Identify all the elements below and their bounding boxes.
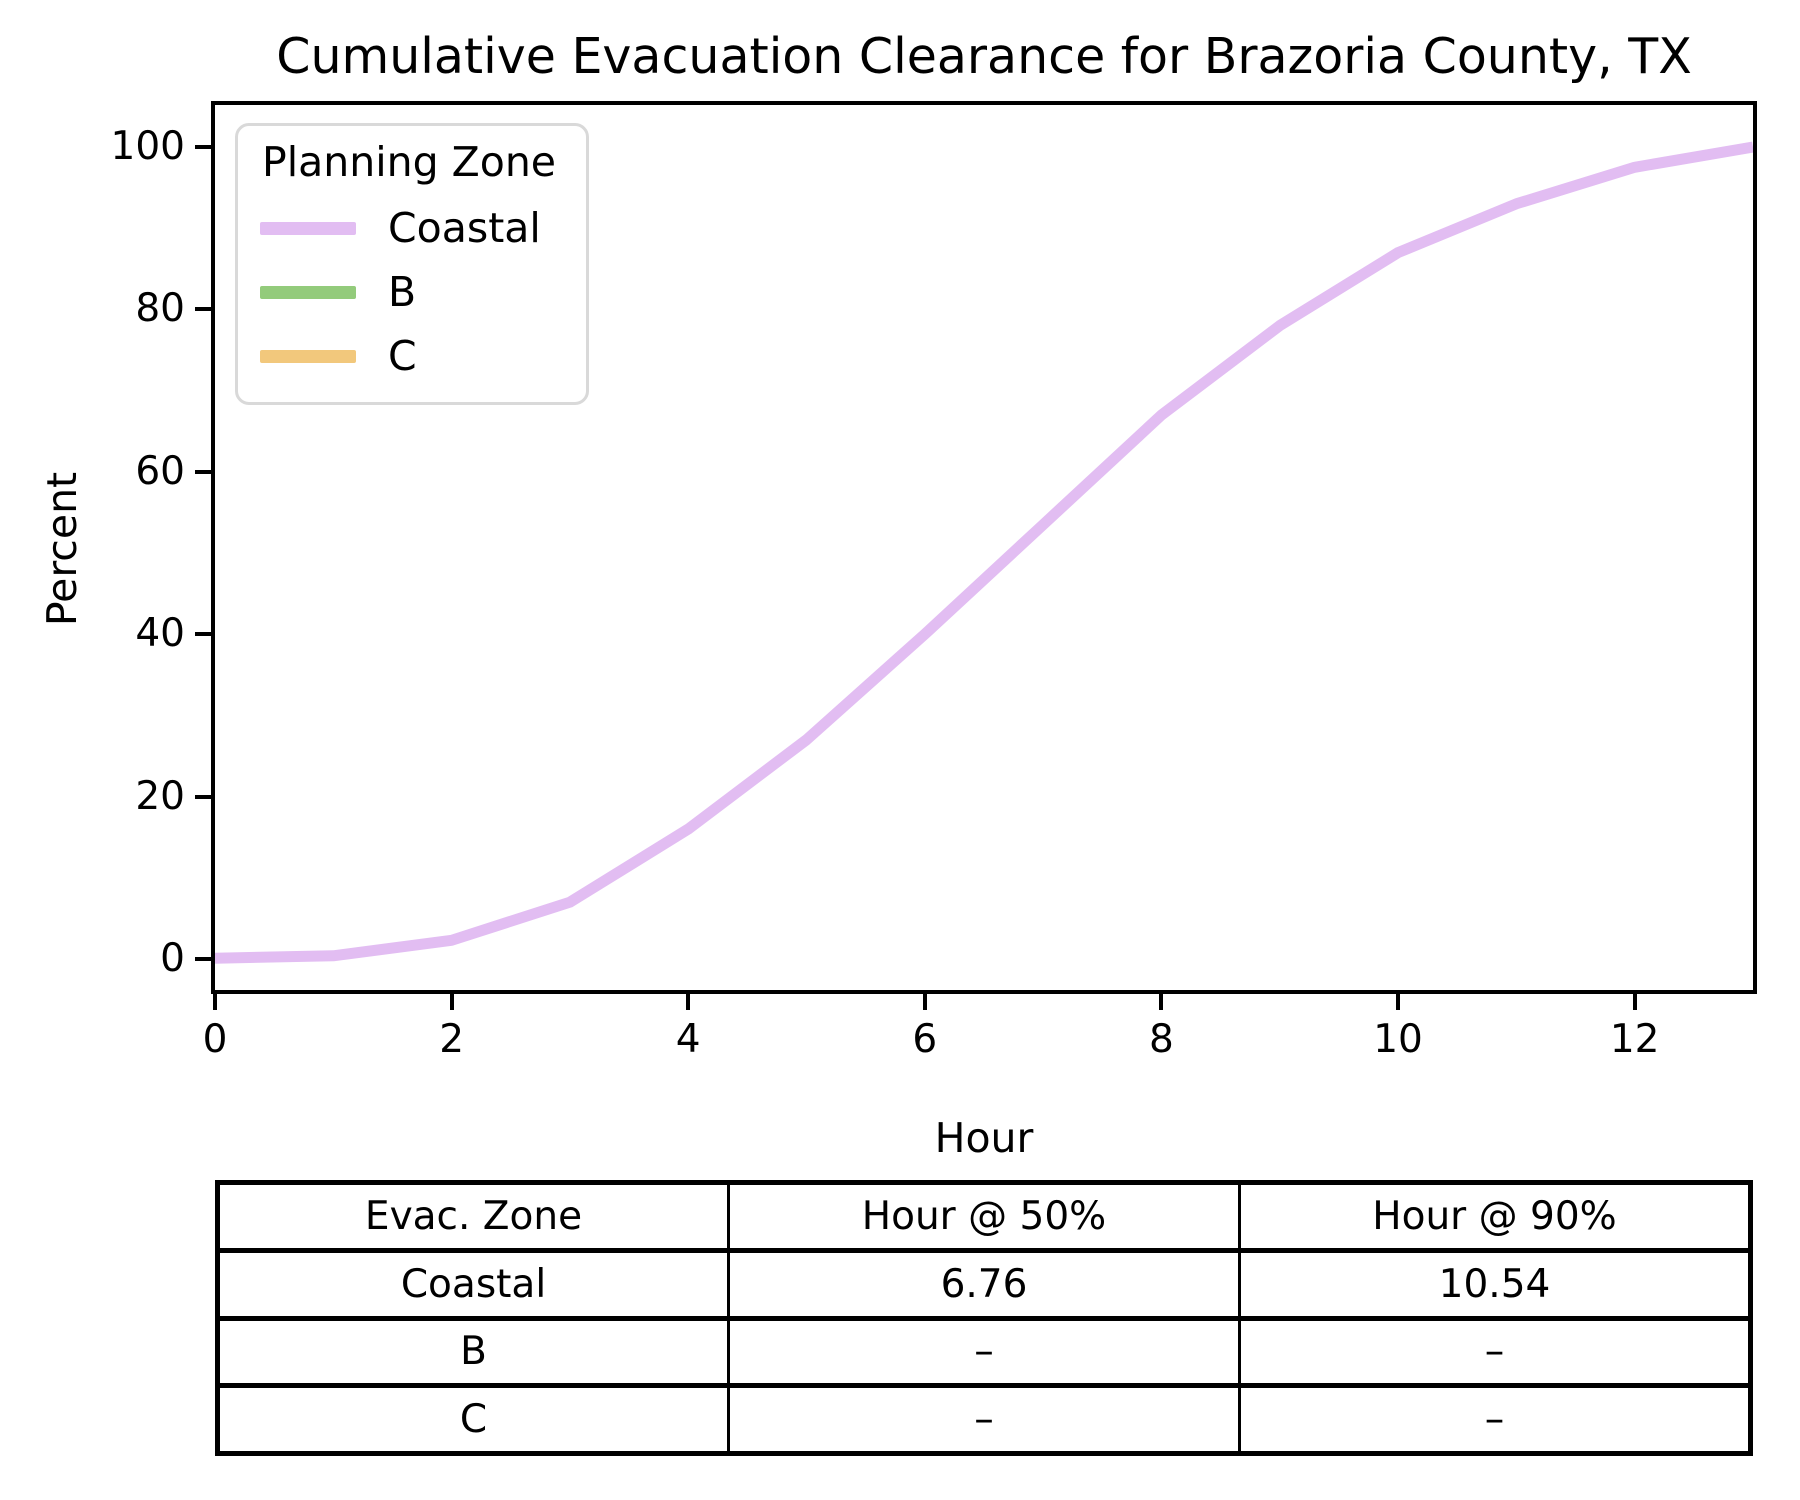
table-cell: Coastal (216, 1247, 730, 1321)
y-tick-label: 60 (135, 448, 185, 494)
y-tick-label: 100 (110, 124, 185, 169)
x-axis-label: Hour (934, 1114, 1034, 1162)
table-cell: – (1238, 1315, 1752, 1389)
table-cell: 10.54 (1238, 1247, 1752, 1321)
y-tick-mark (195, 957, 211, 961)
table-cell: – (727, 1383, 1241, 1456)
table-cell: C (216, 1383, 730, 1456)
legend-label: B (388, 268, 417, 316)
x-tick-mark (1159, 994, 1164, 1010)
x-tick-mark (686, 994, 691, 1010)
table-cell: – (727, 1315, 1241, 1389)
legend-swatch-c (260, 349, 356, 363)
table-cell: 6.76 (727, 1247, 1241, 1321)
table-header-cell: Hour @ 50% (727, 1180, 1241, 1253)
x-tick-mark (213, 994, 217, 1010)
legend-swatch-coastal (260, 221, 356, 235)
y-tick-mark (195, 307, 211, 312)
y-axis-label: Percent (38, 471, 86, 627)
coastal-curve (215, 141, 1753, 964)
x-tick-label: 12 (1609, 1017, 1660, 1062)
y-tick-mark (195, 469, 211, 474)
legend-swatch-b (260, 285, 356, 299)
table-header-cell: Evac. Zone (216, 1180, 730, 1253)
x-tick-mark (1632, 994, 1637, 1010)
x-tick-mark (449, 994, 454, 1010)
y-tick-mark (195, 632, 211, 637)
legend: Planning Zone Coastal B C (235, 123, 590, 405)
legend-entry: B (260, 266, 556, 318)
table-header-cell: Hour @ 90% (1238, 1180, 1752, 1253)
table-row: Coastal 6.76 10.54 (216, 1247, 1752, 1321)
x-tick-mark (1396, 994, 1401, 1010)
chart-title: Cumulative Evacuation Clearance for Braz… (276, 28, 1692, 85)
y-tick-label: 40 (135, 611, 185, 657)
x-tick-label: 8 (1149, 1017, 1174, 1062)
y-tick-label: 80 (135, 286, 185, 332)
legend-entry: C (260, 330, 556, 382)
table-cell: B (216, 1315, 730, 1389)
legend-entry: Coastal (260, 202, 556, 254)
x-tick-label: 4 (675, 1017, 701, 1062)
table-row: C – – (216, 1383, 1752, 1456)
table-row: B – – (216, 1315, 1752, 1389)
y-tick-label: 20 (135, 773, 185, 819)
legend-title: Planning Zone (262, 138, 557, 186)
table-header-row: Evac. Zone Hour @ 50% Hour @ 90% (216, 1180, 1752, 1253)
table-cell: – (1238, 1383, 1752, 1456)
clearance-table: Evac. Zone Hour @ 50% Hour @ 90% Coastal 6.7… (215, 1180, 1753, 1456)
y-tick-label: 0 (160, 936, 185, 981)
legend-label: C (388, 332, 417, 380)
y-tick-mark (195, 794, 211, 799)
legend-label: Coastal (388, 204, 541, 252)
x-tick-mark (922, 994, 927, 1010)
plot-area: Planning Zone Coastal B C (211, 101, 1757, 994)
x-tick-label: 2 (439, 1017, 465, 1062)
coastal-curve-canvas (215, 141, 1753, 964)
y-tick-mark (195, 145, 211, 149)
x-tick-label: 10 (1373, 1017, 1423, 1062)
x-tick-label: 6 (912, 1017, 938, 1062)
x-tick-label: 0 (202, 1017, 228, 1062)
